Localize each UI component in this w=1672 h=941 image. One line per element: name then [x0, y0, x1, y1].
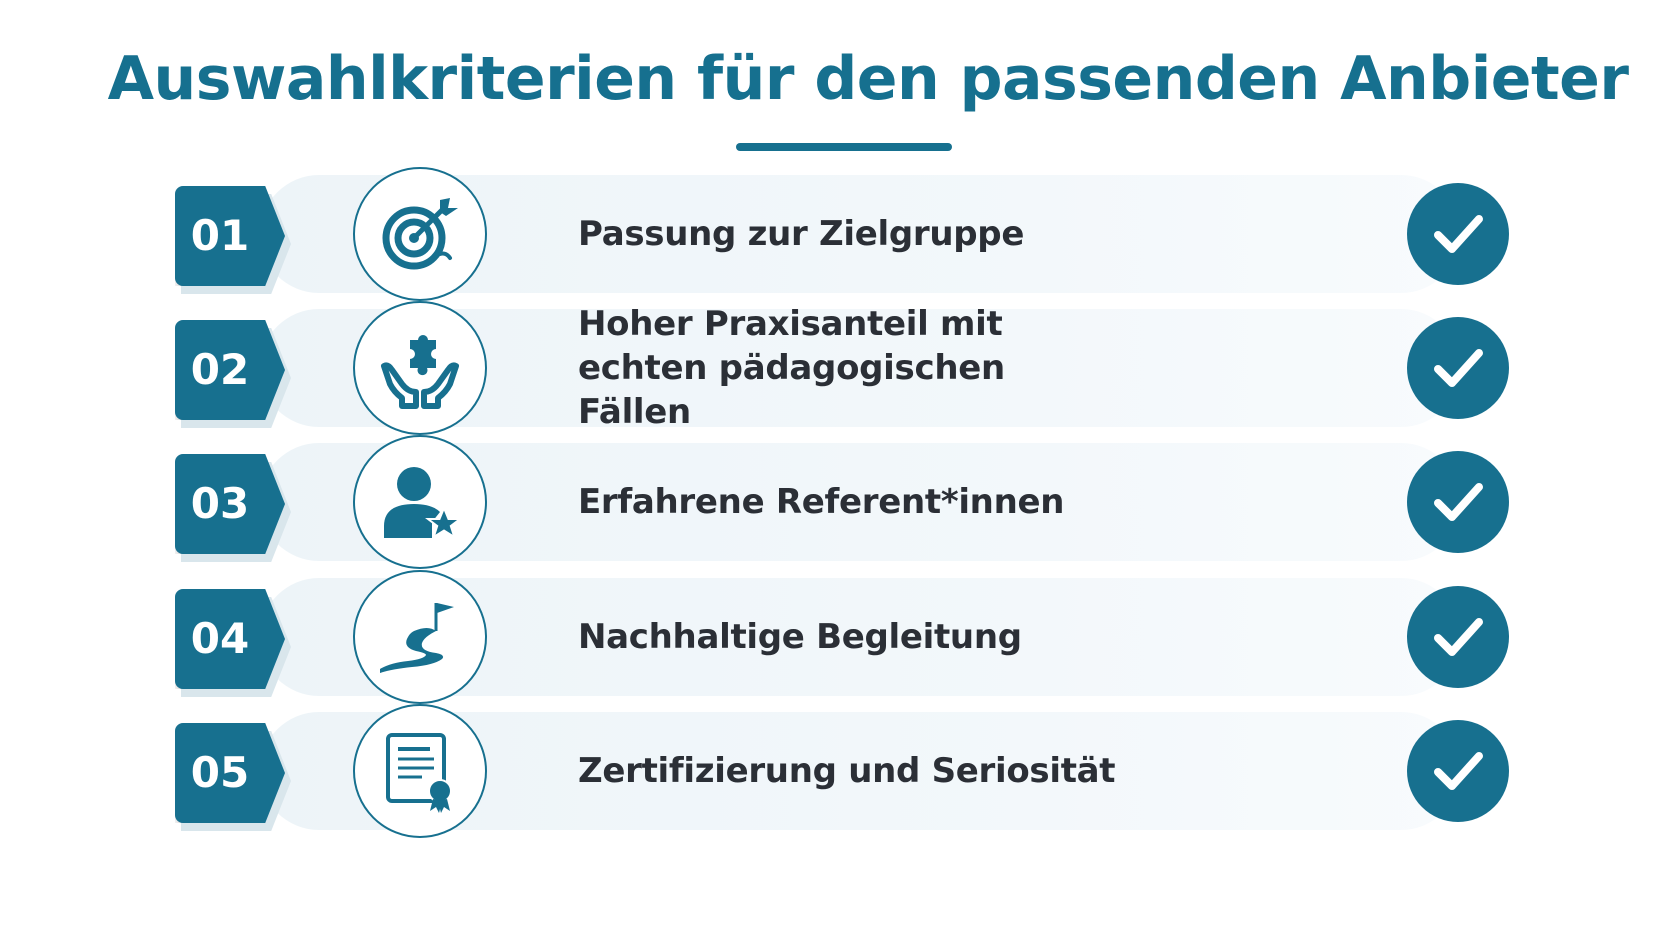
criterion-label: Hoher Praxisanteil mit echten pädagogisc… — [578, 304, 1005, 432]
criterion-label: Erfahrene Referent*innen — [578, 482, 1065, 522]
criterion-row-1: 01 Passung zur Zielgruppe — [170, 163, 1510, 301]
criterion-label: Nachhaltige Begleitung — [578, 617, 1022, 657]
path-flag-icon — [353, 570, 487, 704]
number-label: 02 — [190, 345, 250, 394]
page-title: Auswahlkriterien für den passenden Anbie… — [107, 44, 1629, 114]
person-star-icon — [353, 435, 487, 569]
number-tag — [175, 186, 285, 286]
criterion-row-4: 04 Nachhaltige Begleitung — [170, 566, 1510, 704]
number-label: 05 — [190, 748, 250, 797]
criterion-label: Zertifizierung und Seriosität — [578, 751, 1116, 791]
criterion-row-2: 02 Hoher Praxisanteil mit echten pädagog… — [170, 297, 1510, 435]
number-tag — [175, 589, 285, 689]
target-icon — [353, 167, 487, 301]
number-label: 01 — [190, 211, 250, 260]
criterion-row-3: 03 Erfahrene Referent*innen — [170, 431, 1510, 569]
criterion-row-5: 05 Zertifizierung und Seriosität — [170, 700, 1510, 838]
certificate-icon — [353, 704, 487, 838]
number-tag — [175, 723, 285, 823]
checkmark-icon — [1407, 451, 1509, 553]
checkmark-icon — [1407, 183, 1509, 285]
number-label: 03 — [190, 479, 250, 528]
criterion-label: Passung zur Zielgruppe — [578, 214, 1025, 254]
number-tag — [175, 454, 285, 554]
number-tag — [175, 320, 285, 420]
number-label: 04 — [190, 614, 250, 663]
checkmark-icon — [1407, 317, 1509, 419]
title-underline — [736, 143, 952, 151]
hands-puzzle-icon — [353, 301, 487, 435]
checkmark-icon — [1407, 720, 1509, 822]
checkmark-icon — [1407, 586, 1509, 688]
